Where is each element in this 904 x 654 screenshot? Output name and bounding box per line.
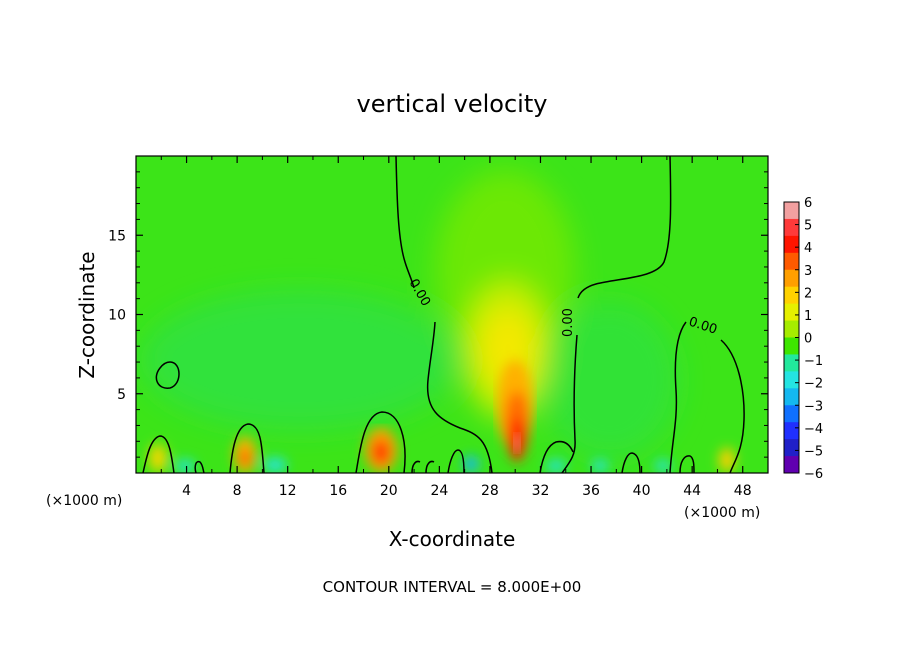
colorbar-tick-label: 3 (804, 264, 812, 279)
cell-x38-neg (592, 460, 608, 472)
colorbar-swatch (784, 422, 799, 440)
contour-cell-1 (142, 435, 175, 473)
contour-cell-9 (411, 460, 435, 473)
contour-label-right: 0.00 (561, 308, 576, 337)
contour-left (395, 156, 493, 473)
x-axis-title: X-coordinate (389, 527, 516, 551)
cell-x2 (149, 444, 167, 472)
colorbar-tick-label: 2 (804, 286, 812, 301)
colorbar-swatch (784, 337, 799, 355)
colorbar: 6 5 4 3 2 1 0 −1 −2 −3 −4 −5 −6 (783, 196, 823, 482)
y-axis: 5 10 15 (108, 171, 768, 458)
colorbar-swatch (784, 218, 799, 237)
y-tick-label: 10 (108, 308, 126, 324)
colorbar-swatch (784, 202, 799, 220)
cell-x19-core (373, 440, 389, 464)
x-unit-right: (×1000 m) (684, 505, 760, 521)
colorbar-tick-label: 5 (804, 219, 812, 234)
x-tick-label: 44 (683, 483, 701, 499)
cell-x11-neg (263, 458, 287, 472)
colorbar-tick-label: −4 (804, 422, 823, 437)
x-unit-left: (×1000 m) (46, 493, 122, 509)
colorbar-tick-label: −3 (804, 399, 823, 414)
colorbar-tick-label: 0 (804, 332, 812, 347)
chart-title: vertical velocity (357, 90, 548, 118)
y-axis-title: Z-coordinate (75, 251, 99, 378)
colorbar-swatch (784, 320, 799, 338)
contour-cell-8 (194, 460, 205, 473)
colorbar-tick-label: −6 (804, 467, 823, 482)
colorbar-swatch (784, 439, 799, 457)
cell-x6-neg (175, 460, 195, 472)
contour-cell-6 (679, 455, 695, 473)
x-tick-label: 16 (329, 483, 347, 499)
colorbar-tick-label: −2 (804, 377, 823, 392)
x-tick-label: 12 (279, 483, 297, 499)
x-tick-label: 36 (582, 483, 600, 499)
colorbar-swatch (784, 456, 799, 474)
field-light-green-left (140, 290, 460, 430)
cell-x27-neg (463, 456, 479, 472)
x-tick-label: 40 (633, 483, 651, 499)
contour-cell-2 (229, 423, 265, 473)
zero-contours (142, 156, 745, 473)
contour-right (561, 156, 672, 473)
cell-x41-neg (655, 460, 671, 472)
plume-core (514, 434, 520, 452)
colorbar-swatch (784, 252, 799, 271)
contour-east (669, 321, 745, 473)
colorbar-swatch (784, 388, 799, 406)
contour-cell-4 (447, 449, 465, 473)
cell-x9-core (240, 450, 250, 466)
colorbar-swatch (784, 235, 799, 254)
x-tick-label: 20 (380, 483, 398, 499)
contour-west-loop (155, 361, 180, 389)
x-tick-label: 48 (734, 483, 752, 499)
cell-x34-neg (546, 460, 566, 472)
colorbar-tick-label: −5 (804, 444, 823, 459)
colorbar-swatch (784, 371, 799, 389)
x-tick-label: 24 (430, 483, 448, 499)
cell-x47 (719, 448, 735, 472)
x-tick-label: 4 (182, 483, 191, 499)
y-tick-label: 5 (117, 387, 126, 403)
colorbar-tick-label: 1 (804, 309, 812, 324)
x-tick-label: 8 (233, 483, 242, 499)
x-tick-label: 28 (481, 483, 499, 499)
colorbar-swatch (784, 405, 799, 423)
contour-cell-7 (539, 440, 574, 473)
colorbar-swatch (784, 286, 799, 305)
colorbar-tick-label: −1 (804, 354, 823, 369)
x-tick-label: 32 (532, 483, 550, 499)
y-tick-label: 15 (108, 228, 126, 244)
colorbar-swatch (784, 269, 799, 288)
x-axis: 4 8 12 16 20 24 28 32 36 40 44 48 (160, 156, 752, 499)
colorbar-swatch (784, 303, 799, 322)
colorbar-tick-label: 4 (804, 241, 812, 256)
contour-cell-3 (355, 411, 406, 473)
contour-cell-5 (621, 452, 641, 473)
contour-interval-text: CONTOUR INTERVAL = 8.000E+00 (323, 578, 582, 596)
colorbar-tick-label: 6 (804, 196, 812, 211)
plot-area (136, 156, 768, 473)
colorbar-swatch (784, 354, 799, 372)
